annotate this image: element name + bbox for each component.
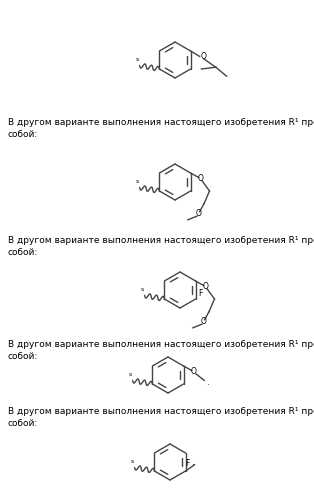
Text: собой:: собой:	[8, 130, 38, 139]
Text: O: O	[203, 282, 208, 291]
Text: O: O	[196, 209, 202, 218]
Text: собой:: собой:	[8, 352, 38, 361]
Text: F: F	[185, 460, 190, 468]
Text: собой:: собой:	[8, 419, 38, 428]
Text: s: s	[131, 460, 134, 464]
Text: O: O	[198, 174, 203, 183]
Text: .: .	[206, 378, 209, 386]
Text: s: s	[141, 288, 144, 292]
Text: O: O	[191, 367, 197, 376]
Text: В другом варианте выполнения настоящего изобретения R¹ представляет: В другом варианте выполнения настоящего …	[8, 118, 314, 127]
Text: собой:: собой:	[8, 248, 38, 257]
Text: F: F	[198, 289, 203, 298]
Text: O: O	[201, 317, 207, 326]
Text: O: O	[201, 52, 207, 61]
Text: .: .	[191, 458, 194, 468]
Text: s: s	[136, 58, 139, 62]
Text: В другом варианте выполнения настоящего изобретения R¹ представляет: В другом варианте выполнения настоящего …	[8, 407, 314, 416]
Text: s: s	[136, 180, 139, 184]
Text: В другом варианте выполнения настоящего изобретения R¹ представляет: В другом варианте выполнения настоящего …	[8, 236, 314, 245]
Text: s: s	[129, 372, 132, 378]
Text: В другом варианте выполнения настоящего изобретения R¹ представляет: В другом варианте выполнения настоящего …	[8, 340, 314, 349]
